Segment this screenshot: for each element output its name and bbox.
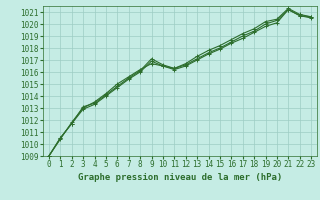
X-axis label: Graphe pression niveau de la mer (hPa): Graphe pression niveau de la mer (hPa) <box>78 173 282 182</box>
